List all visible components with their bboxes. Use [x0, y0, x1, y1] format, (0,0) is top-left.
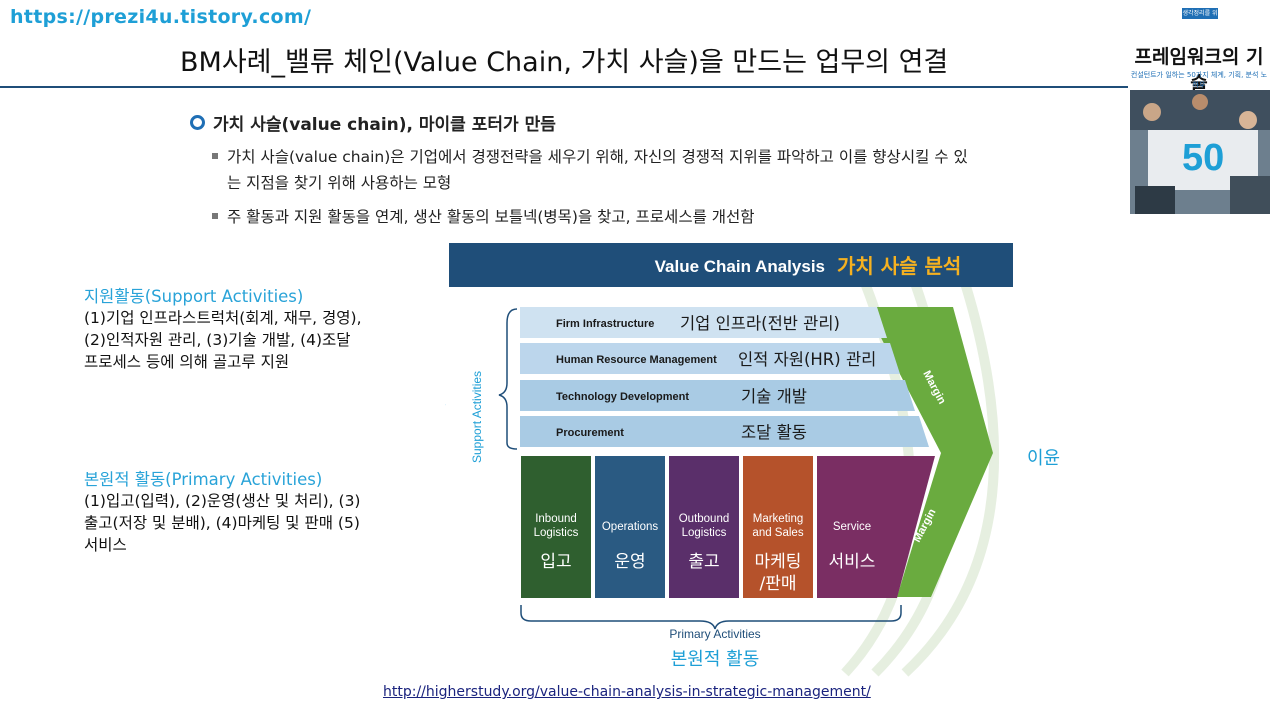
- primary-col-en: Logistics: [682, 527, 727, 539]
- primary-col-ko: 마케팅: [755, 552, 802, 572]
- primary-col-ko: 서비스: [829, 552, 876, 572]
- sub-bullet-1-line2: 는 지점을 찾기 위해 사용하는 모형: [227, 174, 452, 192]
- support-note-title: 지원활동(Support Activities): [84, 287, 304, 306]
- primary-col-ko: 입고: [540, 552, 571, 572]
- support-rows: Firm Infrastructure 기업 인프라(전반 관리) Human Re…: [520, 307, 929, 447]
- primary-col-ko: 운영: [614, 552, 645, 572]
- support-row-bg: [520, 343, 900, 374]
- book-subtitle: 컨설턴트가 일하는 50가지 체계, 기획, 분석 노하우: [1130, 71, 1268, 89]
- primary-note-line: 서비스: [84, 536, 127, 554]
- main-bullet: 가치 사슬(value chain), 마이클 포터가 만듬: [190, 110, 556, 135]
- primary-col-en: Operations: [602, 521, 659, 533]
- profit-label: 이윤: [1027, 448, 1060, 469]
- primary-col-en: Inbound: [535, 513, 577, 525]
- primary-col-en: Service: [833, 521, 871, 533]
- diagram-header-ko: 가치 사슬 분석: [837, 254, 961, 278]
- primary-col-bg: [817, 456, 935, 598]
- support-note-line: 프로세스 등에 의해 골고루 지원: [84, 353, 290, 371]
- sub-bullet-2-text: 주 활동과 지원 활동을 연계, 생산 활동의 보틀넥(병목)을 찾고, 프로세…: [227, 208, 755, 226]
- primary-col-en: Outbound: [679, 513, 730, 525]
- support-brace: [498, 308, 518, 450]
- primary-col-bg: [595, 456, 665, 598]
- book-small-label: 생각정리를 위한: [1182, 8, 1218, 28]
- primary-note-line: 출고(저장 및 분배), (4)마케팅 및 판매 (5): [84, 514, 360, 532]
- value-chain-diagram: Value Chain Analysis 가치 사슬 분석 Margin Mar…: [445, 243, 1060, 677]
- primary-col-en: Marketing: [753, 513, 804, 525]
- square-bullet-icon: [212, 152, 218, 159]
- book-cover: 생각정리를 위한 프레임워크의 기술 컨설턴트가 일하는 50가지 체계, 기획…: [1128, 8, 1270, 214]
- support-row-ko: 기술 개발: [741, 387, 807, 406]
- square-bullet-icon: [212, 212, 218, 219]
- sub-bullet-1-line1: 가치 사슬(value chain)은 기업에서 경쟁전략을 세우기 위해, 자…: [227, 148, 968, 166]
- site-url[interactable]: https://prezi4u.tistory.com/: [10, 6, 312, 28]
- support-axis-ko-1: 지원: [445, 370, 446, 391]
- support-note-line: (2)인적자원 관리, (3)기술 개발, (4)조달: [84, 331, 351, 349]
- support-activities-note: 지원활동(Support Activities) (1)기업 인프라스트럭처(회…: [84, 283, 414, 373]
- primary-col-bg: [521, 456, 591, 598]
- primary-col-ko: 출고: [688, 552, 719, 572]
- support-axis-ko-2: 활동: [445, 395, 446, 416]
- support-row-bg: [520, 307, 887, 338]
- support-row-en: Procurement: [556, 427, 624, 439]
- support-axis-en: Support Activities: [470, 371, 484, 463]
- primary-axis-en: Primary Activities: [669, 627, 760, 641]
- book-photo: 50: [1130, 90, 1270, 214]
- primary-col-bg: [743, 456, 813, 598]
- title-divider: [0, 86, 1130, 88]
- book-title: 프레임워크의 기술: [1134, 46, 1264, 95]
- primary-note-title: 본원적 활동(Primary Activities): [84, 470, 323, 489]
- support-row-ko: 조달 활동: [741, 423, 807, 442]
- primary-axis-ko: 본원적 활동: [671, 649, 760, 670]
- diagram-header-bar: [449, 243, 1013, 287]
- primary-columns: Inbound Logistics 입고 Operations 운영 Outbound Lo…: [521, 456, 935, 598]
- sub-bullet-2: 주 활동과 지원 활동을 연계, 생산 활동의 보틀넥(병목)을 찾고, 프로세…: [212, 204, 1112, 230]
- support-row-en: Human Resource Management: [556, 354, 717, 366]
- main-bullet-text: 가치 사슬(value chain), 마이클 포터가 만듬: [213, 115, 556, 135]
- source-link[interactable]: http://higherstudy.org/value-chain-analy…: [383, 684, 871, 700]
- primary-col-en: and Sales: [752, 527, 803, 539]
- support-row-en: Technology Development: [556, 391, 689, 403]
- bullet-ring-icon: [190, 115, 205, 130]
- support-row-ko: 인적 자원(HR) 관리: [738, 350, 876, 369]
- support-row-ko: 기업 인프라(전반 관리): [680, 314, 840, 333]
- support-row-en: Firm Infrastructure: [556, 318, 654, 330]
- primary-note-line: (1)입고(입력), (2)운영(생산 및 처리), (3): [84, 492, 361, 510]
- sub-bullet-1: 가치 사슬(value chain)은 기업에서 경쟁전략을 세우기 위해, 자…: [212, 144, 1112, 196]
- margin-chevron: [865, 307, 993, 597]
- primary-activities-note: 본원적 활동(Primary Activities) (1)입고(입력), (2…: [84, 466, 414, 556]
- support-row-bg: [520, 416, 929, 447]
- primary-col-ko: /판매: [759, 574, 796, 594]
- primary-brace: [520, 605, 902, 630]
- diagram-header-en: Value Chain Analysis: [655, 257, 825, 276]
- slide-title: BM사례_밸류 체인(Value Chain, 가치 사슬)을 만드는 업무의 …: [180, 47, 949, 78]
- support-row-bg: [520, 380, 915, 411]
- primary-col-en: Logistics: [534, 527, 579, 539]
- primary-col-bg: [669, 456, 739, 598]
- support-note-line: (1)기업 인프라스트럭처(회계, 재무, 경영),: [84, 309, 362, 327]
- book-number: 50: [1182, 137, 1224, 179]
